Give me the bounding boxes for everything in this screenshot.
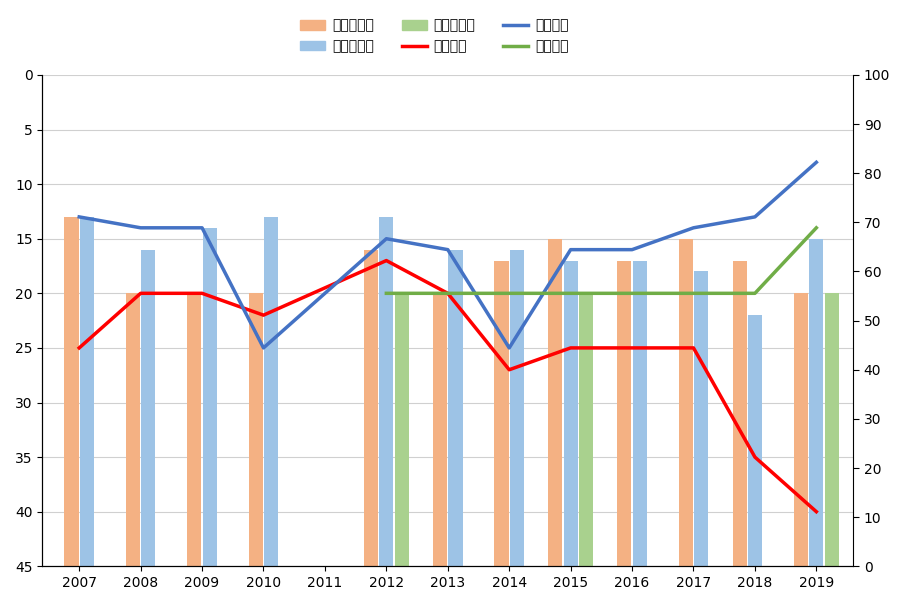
Bar <box>809 239 824 566</box>
Bar <box>617 261 632 566</box>
Bar <box>364 250 378 566</box>
Bar <box>679 239 693 566</box>
Bar <box>126 293 140 566</box>
Bar <box>64 217 79 566</box>
Bar <box>732 261 747 566</box>
Bar <box>510 250 524 566</box>
Bar <box>564 261 577 566</box>
Bar <box>494 261 509 566</box>
Bar <box>264 217 278 566</box>
Bar <box>548 239 562 566</box>
Bar <box>824 293 839 566</box>
Bar <box>794 293 808 566</box>
Bar <box>633 261 647 566</box>
Bar <box>187 293 202 566</box>
Bar <box>579 293 593 566</box>
Bar <box>448 250 462 566</box>
Bar <box>249 293 262 566</box>
Bar <box>694 272 709 566</box>
Bar <box>748 315 762 566</box>
Bar <box>203 228 217 566</box>
Bar <box>395 293 409 566</box>
Bar <box>379 217 394 566</box>
Legend: 国語正答率, 算数正答率, 理科正答率, 国語順位, 算数順位, 理科順位: 国語正答率, 算数正答率, 理科正答率, 国語順位, 算数順位, 理科順位 <box>294 13 575 59</box>
Bar <box>433 293 447 566</box>
Bar <box>80 217 94 566</box>
Bar <box>141 250 156 566</box>
